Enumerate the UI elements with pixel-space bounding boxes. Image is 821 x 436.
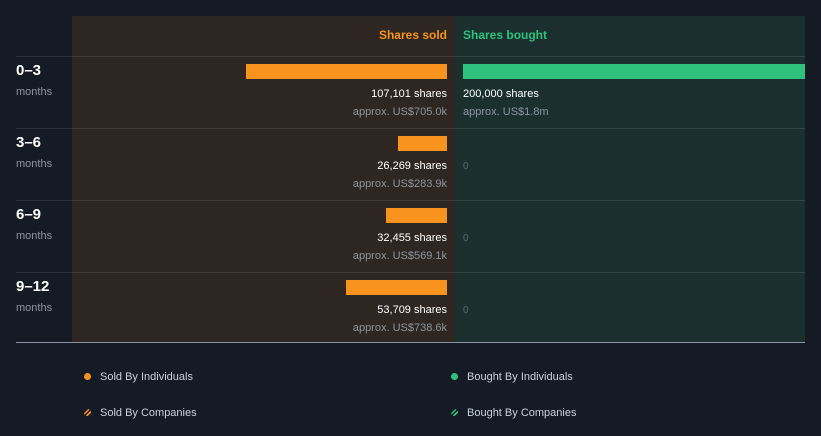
sold-shares-label: 32,455 shares <box>377 232 447 244</box>
sold-bar <box>246 64 447 79</box>
sold-bar <box>386 208 447 223</box>
legend-sold-individuals[interactable]: Sold By Individuals <box>84 371 193 383</box>
period-label: 3–6 <box>16 134 42 151</box>
sold-shares-label: 107,101 shares <box>371 88 447 100</box>
period-label: 6–9 <box>16 206 42 223</box>
bought-value-label: approx. US$1.8m <box>463 106 549 118</box>
orange-hatched-dot-icon <box>84 409 91 416</box>
chart-baseline <box>16 342 805 343</box>
legend-sold-companies[interactable]: Sold By Companies <box>84 407 197 419</box>
period-unit: months <box>16 230 53 242</box>
row-divider <box>16 272 805 273</box>
sold-shares-label: 53,709 shares <box>377 304 447 316</box>
bought-zero-label: 0 <box>463 305 469 316</box>
sold-value-label: approx. US$283.9k <box>352 178 447 190</box>
bought-bar <box>463 64 805 79</box>
period-unit: months <box>16 158 53 170</box>
orange-dot-icon <box>84 373 91 380</box>
sold-shares-label: 26,269 shares <box>377 160 447 172</box>
legend-bought-companies[interactable]: Bought By Companies <box>451 407 576 419</box>
sold-value-label: approx. US$569.1k <box>352 250 447 262</box>
period-label: 9–12 <box>16 278 50 295</box>
legend-bought-individuals[interactable]: Bought By Individuals <box>451 371 573 383</box>
sold-value-label: approx. US$738.6k <box>352 322 447 334</box>
row-divider <box>16 200 805 201</box>
legend-label: Bought By Companies <box>467 407 577 419</box>
bought-shares-label: 200,000 shares <box>463 88 539 100</box>
legend-label: Bought By Individuals <box>467 371 573 383</box>
shares-sold-header: Shares sold <box>378 28 447 42</box>
sold-value-label: approx. US$705.0k <box>352 106 447 118</box>
legend-label: Sold By Individuals <box>100 371 193 383</box>
period-unit: months <box>16 302 53 314</box>
period-unit: months <box>16 86 53 98</box>
green-dot-icon <box>451 373 458 380</box>
legend-label: Sold By Companies <box>100 407 197 419</box>
period-label: 0–3 <box>16 62 42 79</box>
shares-bought-header: Shares bought <box>463 28 548 42</box>
row-divider <box>16 56 805 57</box>
sold-bar <box>397 136 447 151</box>
bought-zero-label: 0 <box>463 161 469 172</box>
sold-bar <box>346 280 447 295</box>
bought-zero-label: 0 <box>463 233 469 244</box>
green-hatched-dot-icon <box>451 409 458 416</box>
row-divider <box>16 128 805 129</box>
